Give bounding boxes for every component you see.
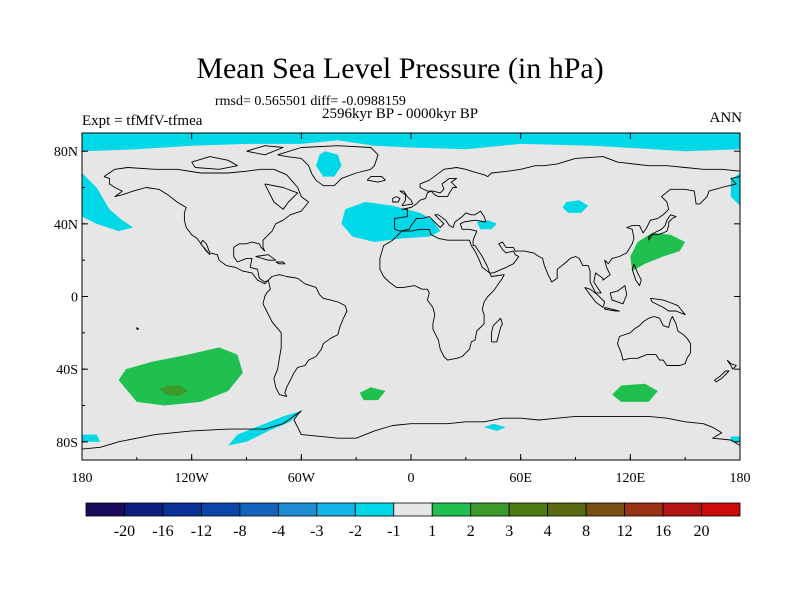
- region-antarctic-pacific-negative-2: [82, 434, 101, 442]
- region-south-indian-positive: [612, 383, 658, 402]
- map-axes: 180 120W 60W 0 60E 120E 180 80N 40N 0 40S 80S: [54, 133, 751, 486]
- colorbar-swatch: [124, 502, 164, 517]
- colorbar-label: -1: [387, 523, 400, 540]
- colorbar-label: -16: [152, 523, 173, 540]
- colorbar-swatch: [470, 502, 510, 517]
- colorbar-swatch: [701, 502, 741, 517]
- region-south-pacific-positive: [118, 347, 243, 406]
- colorbar-label: 16: [655, 523, 671, 540]
- x-tick-label: 120E: [616, 471, 646, 486]
- colorbar-swatch: [393, 502, 433, 517]
- coastline-22: [255, 254, 277, 261]
- coastline-14: [609, 285, 628, 305]
- region-southern-ocean-negative: [484, 423, 506, 431]
- y-tick-label: 80N: [54, 145, 78, 160]
- coastline-15: [649, 297, 686, 316]
- coastline-17: [726, 359, 737, 370]
- coastline-16: [714, 370, 730, 383]
- experiment-label: Expt = tfMfV-tfmea: [82, 113, 203, 129]
- y-tick-label: 80S: [56, 436, 78, 451]
- coastline-11: [490, 317, 503, 343]
- y-tick-label: 0: [71, 291, 78, 306]
- region-greenland-negative: [316, 151, 342, 177]
- season-label: ANN: [709, 110, 743, 126]
- colorbar-swatch: [662, 502, 702, 517]
- colorbar-label: 4: [544, 523, 552, 540]
- colorbar-swatch: [431, 502, 472, 517]
- colorbar-label: -20: [114, 523, 135, 540]
- coastline-3: [394, 156, 740, 294]
- colorbar-swatch: [547, 502, 587, 517]
- coastline-21: [631, 263, 642, 287]
- region-south-pacific-positive-core: [158, 385, 188, 397]
- y-tick-label: 40S: [56, 363, 78, 378]
- coastline-19: [246, 145, 284, 156]
- region-antarctic-east-negative: [730, 436, 740, 442]
- x-tick-label: 60E: [509, 471, 532, 486]
- coastline-13: [604, 306, 620, 312]
- coastline-4: [277, 145, 379, 187]
- coastlines: [82, 145, 740, 450]
- stats-label: rmsd= 0.565501 diff= -0.0988159: [215, 94, 406, 109]
- region-north-atlantic-negative: [341, 202, 441, 242]
- coastline-24: [136, 327, 140, 330]
- coastline-23: [275, 261, 286, 265]
- colorbar-swatch: [624, 502, 664, 517]
- colorbar-swatch: [508, 502, 549, 517]
- colorbar-label: 12: [617, 523, 633, 540]
- region-central-asia-negative: [562, 200, 589, 213]
- coastline-6: [82, 410, 740, 450]
- colorbar-label: -12: [191, 523, 212, 540]
- colorbar-swatch: [239, 502, 279, 517]
- x-tick-label: 180: [730, 471, 751, 486]
- anomaly-regions: [82, 133, 740, 446]
- colorbar-label: -3: [310, 523, 323, 540]
- colorbar-swatch: [85, 502, 125, 517]
- colorbar: -20 -16 -12 -8 -4 -3 -2 -1 1 2 3 4 8 12 16 20: [85, 502, 741, 540]
- coastline-7: [399, 190, 414, 207]
- colorbar-swatch: [585, 502, 625, 517]
- coastline-9: [366, 176, 386, 183]
- region-west-pacific-positive: [630, 232, 686, 272]
- y-tick-label: 40N: [54, 218, 78, 233]
- region-antarctic-pacific-negative: [228, 410, 302, 446]
- colorbar-label: 1: [428, 523, 436, 540]
- x-tick-label: 60W: [288, 471, 316, 486]
- region-north-polar-negative: [82, 133, 740, 152]
- colorbar-label: -4: [272, 523, 285, 540]
- colorbar-swatch: [277, 502, 318, 517]
- colorbar-swatch: [354, 502, 395, 517]
- coastline-5: [617, 316, 692, 366]
- coastline-20: [264, 183, 299, 210]
- period-label: 2596kyr BP - 0000kyr BP: [322, 106, 479, 122]
- colorbar-label: -8: [233, 523, 246, 540]
- colorbar-label: -2: [349, 523, 362, 540]
- region-north-pacific-negative: [82, 173, 134, 232]
- coastline-12: [584, 286, 606, 308]
- region-south-atlantic-positive: [359, 387, 386, 401]
- map-background: [82, 133, 740, 460]
- region-caspian-negative: [476, 220, 497, 230]
- colorbar-label: 20: [694, 523, 710, 540]
- colorbar-label: 8: [582, 523, 590, 540]
- coastline-0: [103, 167, 310, 285]
- coastline-2: [379, 228, 505, 361]
- coastline-8: [392, 196, 401, 203]
- x-tick-label: 120W: [175, 471, 210, 486]
- x-tick-label: 180: [72, 471, 93, 486]
- map-title: Mean Sea Level Pressure (in hPa): [196, 52, 604, 85]
- colorbar-label: 2: [467, 523, 475, 540]
- coastline-18: [191, 156, 238, 170]
- colorbar-swatch: [201, 502, 241, 517]
- x-tick-label: 0: [408, 471, 415, 486]
- colorbar-swatch: [162, 502, 202, 517]
- colorbar-label: 3: [505, 523, 513, 540]
- coastline-10: [648, 214, 677, 241]
- colorbar-swatch: [316, 502, 356, 517]
- coastline-1: [262, 274, 348, 397]
